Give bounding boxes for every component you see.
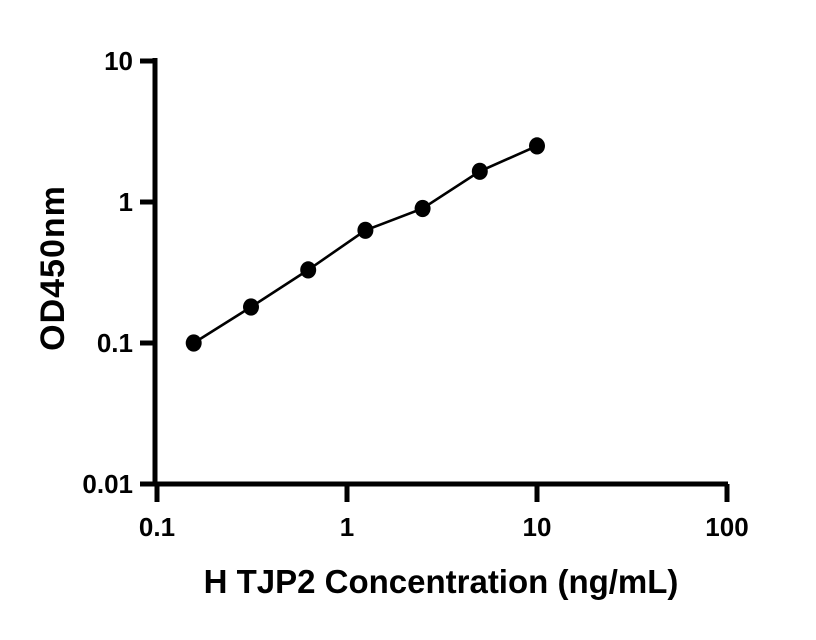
x-tick-label: 10 (523, 512, 552, 542)
data-point-marker (414, 199, 431, 218)
data-point-marker (357, 221, 374, 239)
data-series (185, 137, 545, 352)
x-tick-label: 100 (705, 512, 748, 542)
y-axis-title: OD450nm (34, 185, 72, 351)
y-tick-label: 1 (119, 187, 133, 217)
x-tick-label: 1 (340, 512, 354, 542)
x-axis-ticks: 0.1 1 10 100 (139, 484, 749, 542)
y-axis-ticks: 0.01 0.1 1 10 (82, 46, 155, 499)
data-point-marker (300, 261, 317, 279)
x-axis-title: H TJP2 Concentration (ng/mL) (204, 563, 679, 600)
data-point-marker (471, 162, 488, 180)
y-tick-label: 0.01 (82, 469, 133, 499)
data-point-marker (243, 298, 259, 316)
data-point-marker (185, 334, 202, 352)
y-tick-label: 10 (104, 46, 133, 76)
data-point-marker (529, 137, 545, 155)
axes (152, 58, 728, 487)
x-tick-label: 0.1 (139, 512, 175, 542)
y-tick-label: 0.1 (97, 328, 133, 358)
